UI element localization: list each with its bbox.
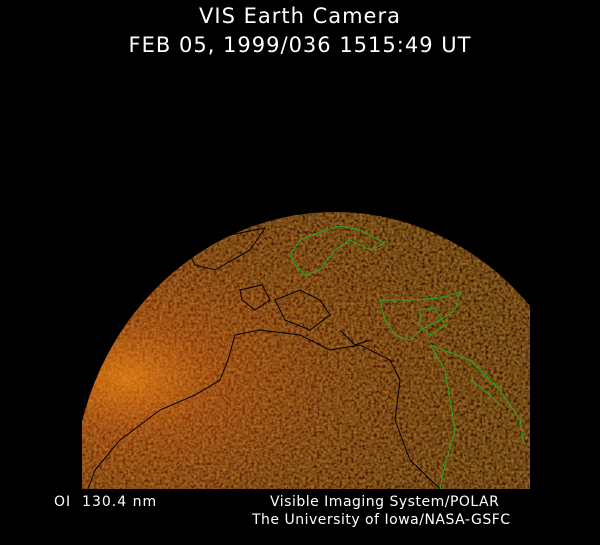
institution-label: The University of Iowa/NASA-GSFC: [252, 512, 511, 528]
coastlines-day: [289, 225, 525, 490]
earth-disc: [82, 212, 530, 489]
timestamp: FEB 05, 1999/036 1515:49 UT: [128, 33, 472, 57]
wavelength-label: OI 130.4 nm: [54, 494, 158, 510]
instrument-label: Visible Imaging System/POLAR: [270, 494, 500, 510]
title: VIS Earth Camera: [199, 4, 401, 28]
coastlines-night: [87, 227, 441, 490]
